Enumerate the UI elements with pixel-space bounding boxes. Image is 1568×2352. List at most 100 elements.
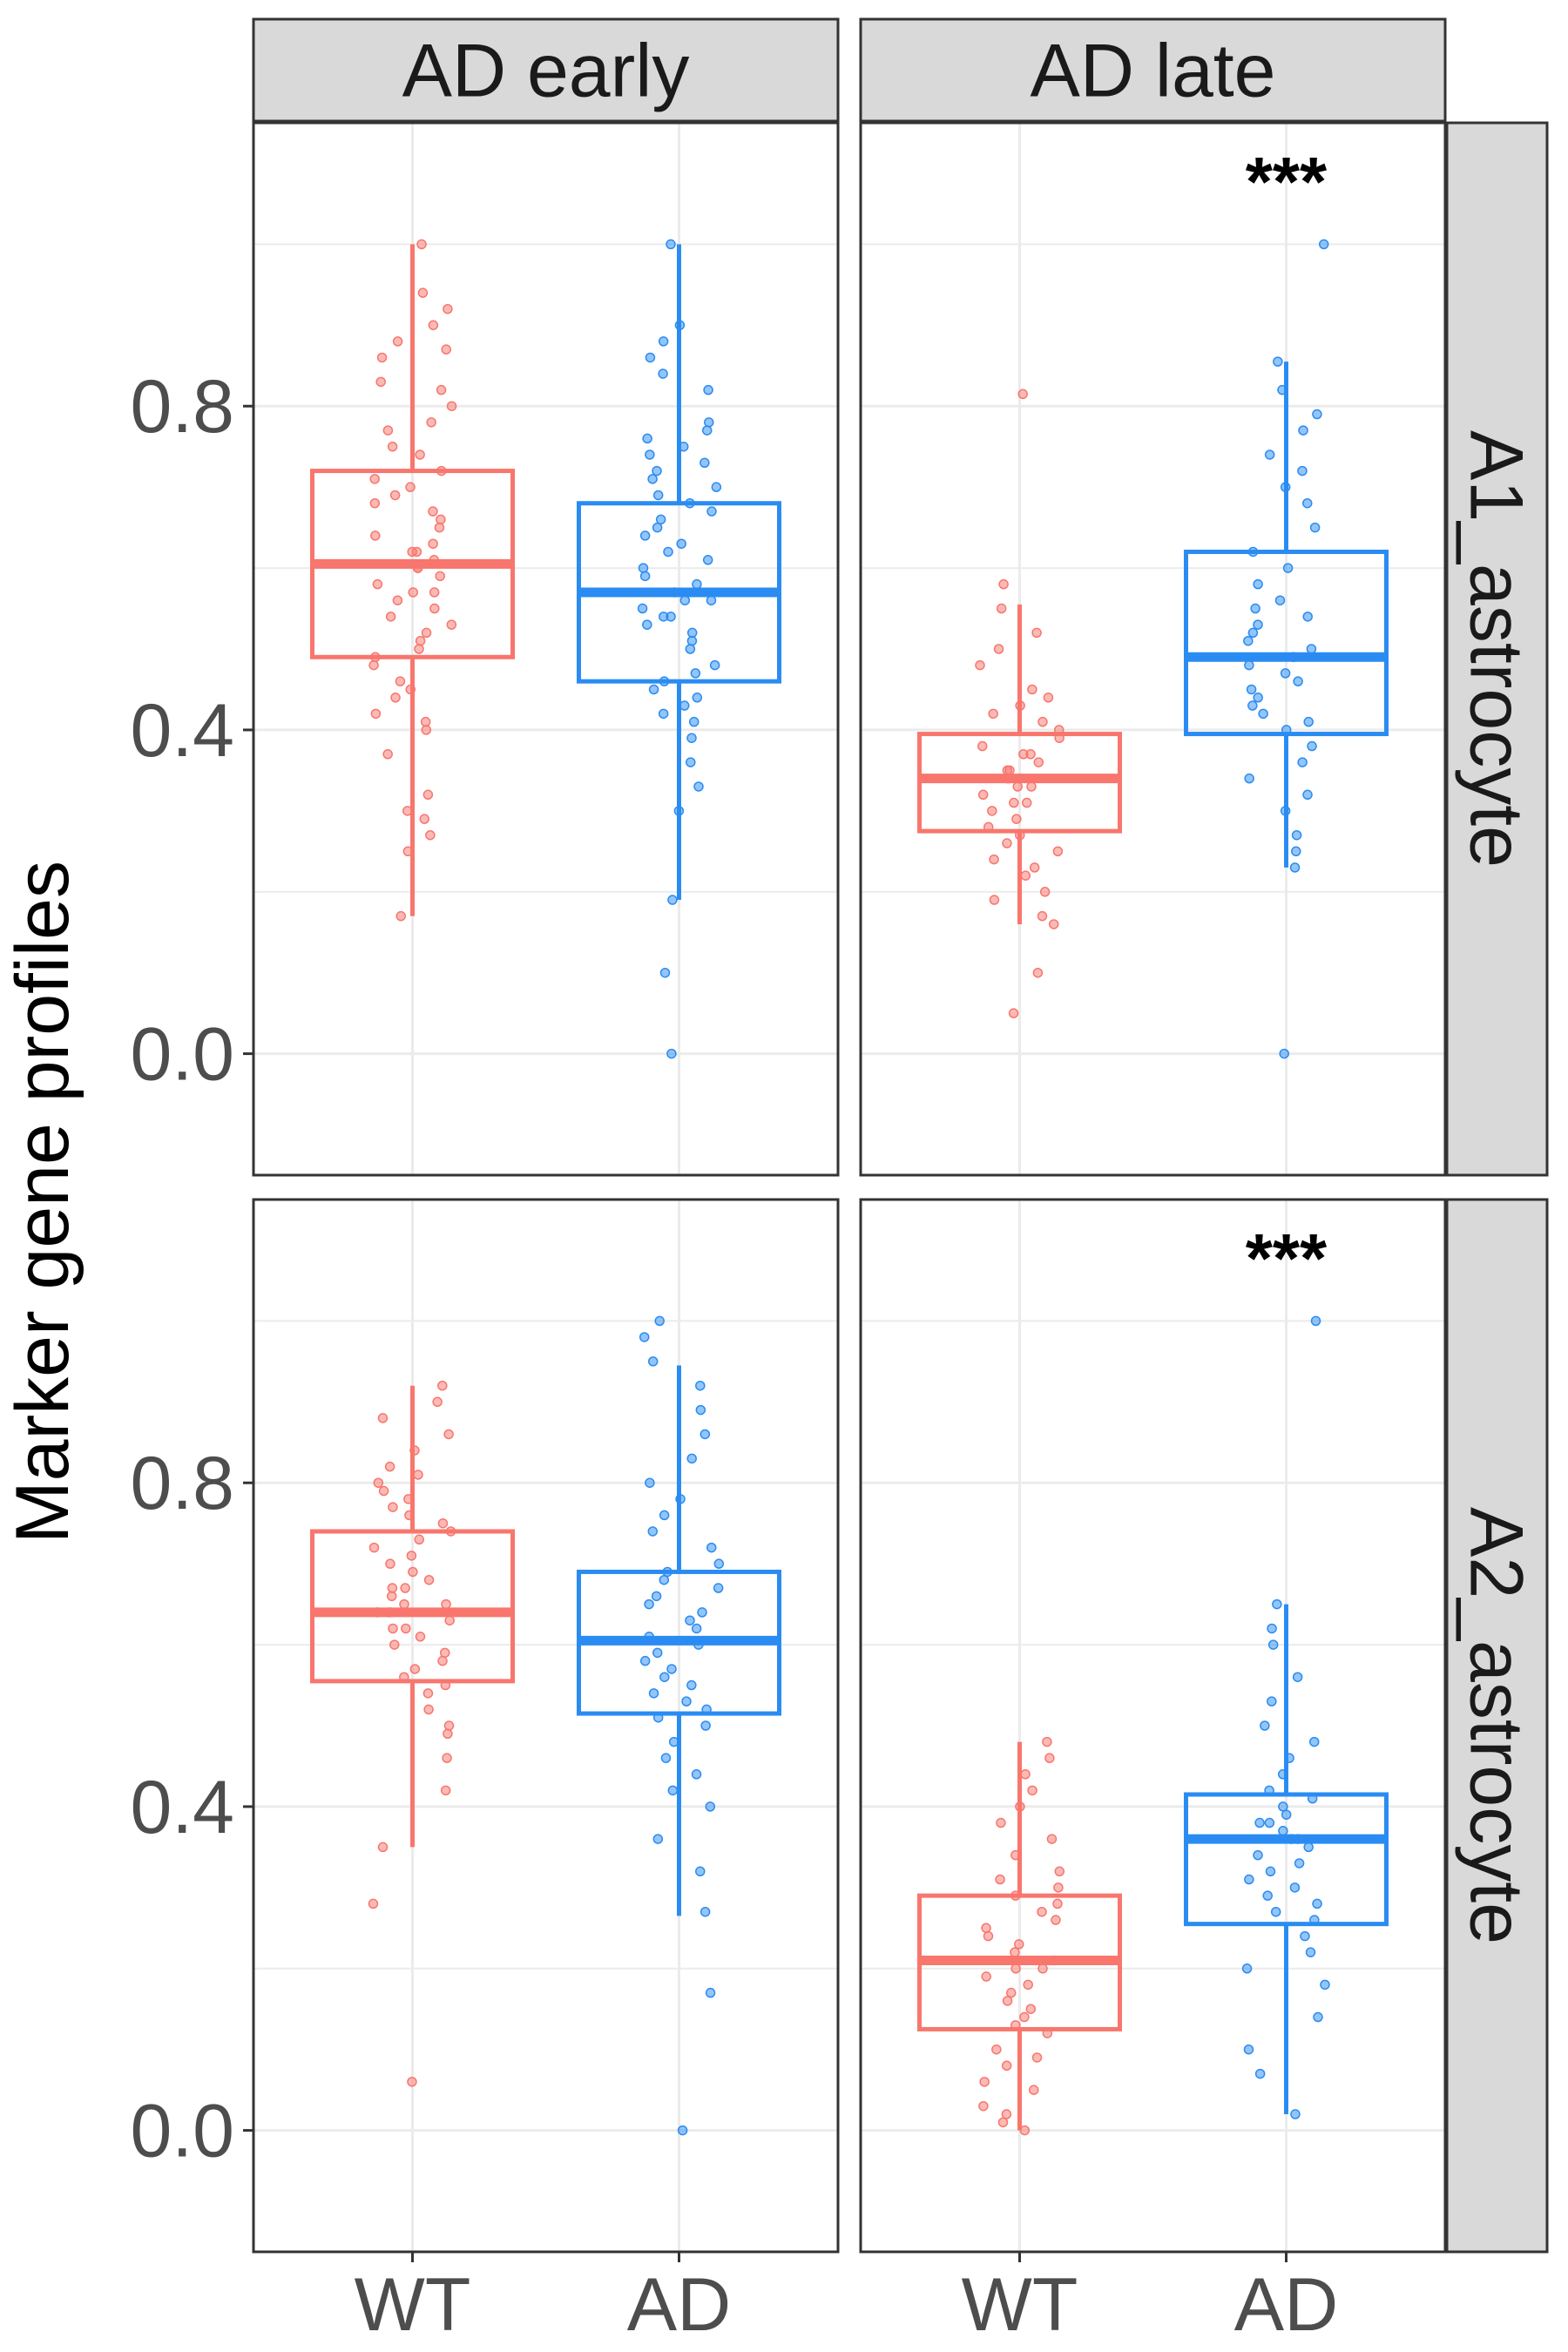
data-point	[676, 538, 686, 549]
data-point	[1019, 2011, 1030, 2023]
data-point	[658, 708, 669, 720]
points-ad	[639, 1315, 725, 2136]
data-point	[407, 2077, 417, 2087]
panel-border	[859, 1198, 1447, 2254]
data-point	[437, 1517, 449, 1529]
data-point	[668, 1736, 679, 1747]
strip-background	[252, 17, 840, 123]
data-point	[1017, 389, 1028, 400]
data-point	[639, 571, 651, 582]
data-point	[1244, 659, 1254, 671]
data-point	[405, 684, 416, 695]
data-point	[1292, 1672, 1303, 1682]
data-point	[413, 1470, 423, 1480]
data-point	[667, 895, 678, 905]
data-point	[443, 1728, 453, 1740]
data-point	[387, 1583, 398, 1593]
data-point	[434, 522, 445, 533]
x-tick-label: AD	[627, 2263, 731, 2347]
strip-label: AD early	[402, 30, 690, 113]
data-point	[639, 531, 651, 541]
data-point	[659, 612, 669, 622]
data-point	[638, 563, 649, 573]
data-point	[428, 538, 438, 549]
data-point	[669, 587, 680, 598]
data-point	[378, 1485, 389, 1497]
data-point	[677, 2125, 688, 2136]
data-point	[675, 1494, 686, 1504]
data-point	[420, 716, 431, 727]
data-point	[1015, 1801, 1025, 1812]
data-point	[647, 474, 658, 484]
data-point	[1267, 1696, 1277, 1707]
data-point	[662, 1566, 672, 1578]
strip-column-0: AD early	[252, 17, 840, 123]
data-point	[700, 457, 710, 469]
data-point	[645, 449, 655, 460]
data-point	[981, 1971, 991, 1982]
data-point	[648, 684, 659, 695]
data-point	[1301, 497, 1313, 509]
data-point	[1254, 2068, 1266, 2079]
data-point	[697, 1607, 707, 1618]
data-point	[1001, 2109, 1012, 2119]
data-point	[1313, 2011, 1323, 2023]
data-point	[673, 806, 685, 816]
data-point	[1312, 1898, 1322, 1909]
data-point	[1027, 684, 1037, 695]
points-wt	[975, 389, 1064, 1018]
data-point	[695, 1404, 706, 1416]
data-point	[1293, 676, 1303, 686]
data-point	[1241, 1963, 1253, 1974]
data-point	[1010, 1963, 1021, 1974]
data-point	[686, 635, 698, 646]
data-point	[652, 490, 664, 501]
data-point	[440, 1680, 451, 1691]
data-point	[1281, 1809, 1292, 1820]
data-point	[400, 1583, 410, 1593]
data-point	[1310, 1315, 1321, 1327]
data-point	[415, 635, 426, 646]
data-point	[388, 1502, 398, 1512]
data-point	[1309, 1915, 1320, 1925]
data-point	[392, 336, 403, 347]
data-point	[1270, 1906, 1281, 1917]
data-point	[1302, 612, 1313, 622]
data-point	[385, 1558, 395, 1569]
data-point	[1318, 239, 1329, 250]
data-point	[1048, 919, 1059, 929]
data-point	[637, 603, 648, 614]
data-point	[1307, 1793, 1318, 1804]
data-point	[389, 1639, 400, 1650]
x-tick-label: AD	[1234, 2263, 1338, 2347]
data-point	[387, 1591, 397, 1602]
data-point	[1290, 2109, 1301, 2119]
data-point	[419, 814, 430, 824]
data-point	[375, 376, 386, 388]
data-point	[429, 587, 440, 598]
data-point	[369, 474, 380, 484]
data-point	[695, 1380, 706, 1391]
data-point	[440, 1785, 451, 1796]
data-point	[425, 829, 436, 841]
data-point	[685, 644, 696, 654]
data-point	[700, 1720, 711, 1731]
data-point	[1244, 1874, 1254, 1885]
y-tick-label: 0.0	[130, 1013, 234, 1097]
data-point	[1264, 449, 1275, 460]
data-point	[679, 595, 691, 605]
y-tick-label: 0.8	[130, 1442, 234, 1525]
data-point	[652, 1647, 663, 1659]
data-point	[411, 546, 422, 558]
data-point	[1049, 1955, 1059, 1966]
data-point	[693, 1639, 704, 1650]
panel-0	[252, 121, 840, 1177]
data-point	[414, 1534, 424, 1545]
data-point	[1023, 1979, 1033, 1990]
data-point	[644, 1598, 654, 1610]
points-ad	[1243, 239, 1329, 1059]
y-tick-label: 0.8	[130, 365, 234, 449]
box-iqr	[310, 1529, 516, 1684]
data-point	[648, 1688, 659, 1699]
data-point	[692, 578, 702, 590]
